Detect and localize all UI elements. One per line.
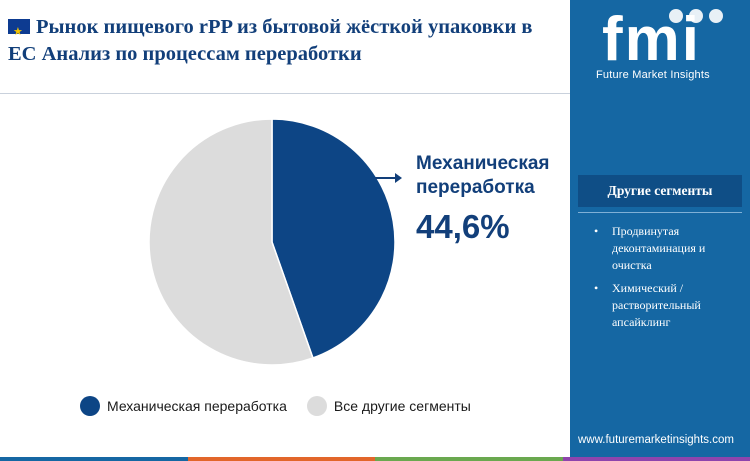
callout-value: 44,6%: [416, 208, 510, 245]
accent-bar-segment: [187, 457, 375, 461]
globe-icon-2: [689, 9, 703, 23]
title-divider: [0, 93, 570, 94]
legend-label-mechanical: Механическая переработка: [107, 398, 287, 414]
globe-icon-3: [709, 9, 723, 23]
legend-item-mechanical: Механическая переработка: [80, 396, 287, 416]
pie-slice-0: [271, 118, 396, 359]
legend-label-other: Все другие сегменты: [333, 398, 471, 414]
eu-flag-icon: [8, 18, 30, 45]
page-title: Рынок пищевого rPP из бытовой жёсткой уп…: [8, 14, 564, 68]
legend-swatch-other: [306, 396, 327, 416]
pie-slice-1: [148, 118, 314, 366]
callout-arrow-icon: [375, 173, 402, 183]
legend-swatch-mechanical: [80, 396, 100, 416]
brand-name: Future Market Insights: [596, 69, 710, 81]
segment-item: Химический / растворительный апсайклинг: [592, 280, 742, 331]
segments-list: Продвинутая деконтаминация и очистка Хим…: [592, 223, 742, 337]
page-title-text: Рынок пищевого rPP из бытовой жёсткой уп…: [8, 16, 533, 65]
chart-panel: Рынок пищевого rPP из бытовой жёсткой уп…: [0, 0, 570, 461]
accent-bar: [0, 457, 750, 461]
logo-text: fmi: [602, 8, 701, 72]
pie-chart: [148, 118, 396, 366]
segments-divider: [578, 212, 742, 213]
website-link[interactable]: www.futuremarketinsights.com: [578, 434, 734, 446]
globe-icon: [669, 9, 683, 23]
accent-bar-segment: [562, 457, 750, 461]
legend-item-other: Все другие сегменты: [306, 396, 471, 416]
accent-bar-segment: [0, 457, 188, 461]
callout-label: Механическая переработка: [416, 153, 550, 198]
segment-item: Продвинутая деконтаминация и очистка: [592, 223, 742, 274]
fmi-logo: fmi: [602, 8, 723, 72]
segments-title: Другие сегменты: [578, 175, 742, 207]
accent-bar-segment: [375, 457, 563, 461]
chart-legend: Механическая переработка Все другие сегм…: [80, 396, 483, 416]
